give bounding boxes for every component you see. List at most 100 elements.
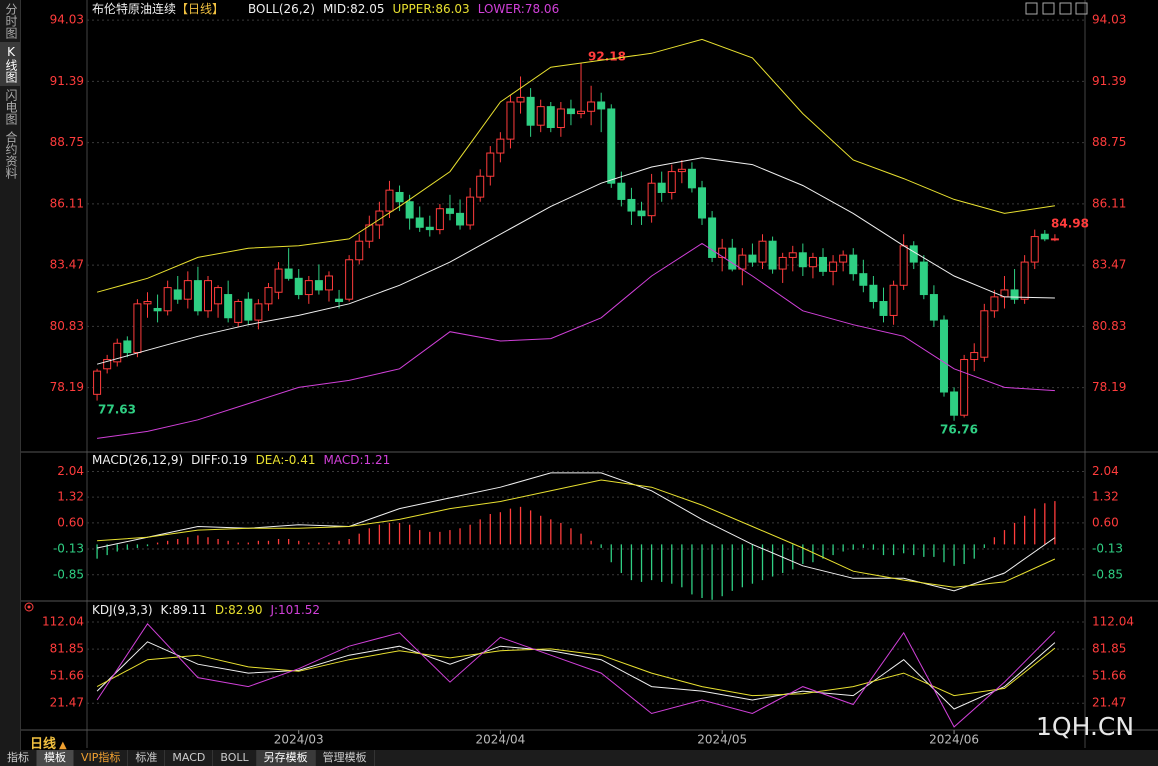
candle-body bbox=[768, 240, 777, 270]
candle-body bbox=[728, 247, 737, 270]
candle-body bbox=[556, 108, 565, 129]
sidebar-tab[interactable]: K线图 bbox=[0, 42, 20, 86]
y-tick-label: 88.75 bbox=[1092, 135, 1126, 149]
candle-body bbox=[597, 101, 606, 110]
candle-body bbox=[647, 182, 656, 217]
y-tick-label: 78.19 bbox=[1092, 380, 1126, 394]
candle-body bbox=[254, 303, 263, 321]
toolbar-tab[interactable]: 管理模板 bbox=[316, 750, 375, 766]
candle-body bbox=[264, 287, 273, 305]
toolbar-tab[interactable]: 标准 bbox=[128, 750, 166, 766]
toolbar-tab[interactable]: 模板 bbox=[37, 750, 74, 766]
candle-body bbox=[677, 168, 686, 173]
y-tick-label: -0.85 bbox=[1092, 567, 1123, 581]
candle-body bbox=[183, 280, 192, 300]
candle-body bbox=[526, 96, 535, 126]
candle-body bbox=[869, 284, 878, 303]
window-controls bbox=[1025, 2, 1088, 15]
y-tick-label: 86.11 bbox=[50, 196, 84, 210]
candle-body bbox=[577, 110, 586, 115]
y-tick-label: 51.66 bbox=[1092, 669, 1126, 683]
candle-body bbox=[496, 138, 505, 154]
candle-body bbox=[1010, 289, 1019, 300]
sidebar-tab[interactable]: 分时图 bbox=[4, 3, 18, 39]
candle-body bbox=[435, 208, 444, 231]
y-tick-label: 1.32 bbox=[1092, 490, 1119, 504]
price-annotation: 92.18 bbox=[588, 50, 626, 64]
control-button[interactable] bbox=[1042, 2, 1055, 15]
price-annotation: 76.76 bbox=[940, 423, 978, 437]
x-tick-label: 2024/06 bbox=[929, 733, 979, 747]
y-tick-label: 80.83 bbox=[50, 319, 84, 333]
candle-body bbox=[859, 273, 868, 286]
period-selector[interactable]: 日线 ▲ bbox=[30, 733, 67, 752]
candle-body bbox=[415, 217, 424, 228]
y-tick-label: 91.39 bbox=[1092, 74, 1126, 88]
y-tick-label: 81.85 bbox=[50, 642, 84, 656]
toolbar-tab[interactable]: 另存模板 bbox=[256, 750, 316, 766]
control-button[interactable] bbox=[1059, 2, 1072, 15]
toolbar-tab[interactable]: 指标 bbox=[0, 750, 37, 766]
sidebar-tab[interactable]: 合约资料 bbox=[4, 131, 18, 179]
candle-body bbox=[617, 182, 626, 200]
candle-body bbox=[355, 240, 364, 261]
candle-body bbox=[405, 201, 414, 219]
candle-body bbox=[829, 261, 838, 272]
indicator-icon[interactable] bbox=[24, 602, 34, 612]
y-tick-label: 51.66 bbox=[50, 669, 84, 683]
candle-body bbox=[960, 359, 969, 416]
y-tick-label: 1.32 bbox=[57, 490, 84, 504]
candle-body bbox=[143, 301, 152, 305]
candle-body bbox=[345, 259, 354, 300]
candle-body bbox=[466, 196, 475, 226]
candle-body bbox=[758, 240, 767, 263]
candle-body bbox=[324, 275, 333, 291]
candle-body bbox=[607, 108, 616, 184]
y-tick-label: -0.85 bbox=[53, 567, 84, 581]
y-tick-label: 86.11 bbox=[1092, 196, 1126, 210]
indicator-line bbox=[96, 641, 1056, 710]
candle-body bbox=[1020, 261, 1029, 300]
candle-body bbox=[445, 208, 454, 214]
y-tick-label: 94.03 bbox=[1092, 13, 1126, 27]
candle-body bbox=[899, 245, 908, 286]
control-button[interactable] bbox=[1025, 2, 1038, 15]
y-tick-label: 80.83 bbox=[1092, 319, 1126, 333]
candle-body bbox=[375, 210, 384, 226]
candle-body bbox=[1040, 233, 1049, 240]
candle-body bbox=[193, 280, 202, 312]
candle-body bbox=[798, 252, 807, 268]
candle-body bbox=[113, 342, 122, 363]
header-item: J:101.52 bbox=[269, 603, 320, 617]
candle-body bbox=[425, 226, 434, 231]
x-tick-label: 2024/05 bbox=[697, 733, 747, 747]
candle-body bbox=[304, 280, 313, 296]
y-tick-label: 94.03 bbox=[50, 13, 84, 27]
indicator-line bbox=[96, 622, 1056, 728]
candle-body bbox=[365, 224, 374, 242]
y-tick-label: 112.04 bbox=[42, 614, 84, 628]
candle-body bbox=[1030, 236, 1039, 263]
candle-body bbox=[123, 340, 132, 354]
header-item: 布伦特原油连续 bbox=[92, 1, 176, 16]
toolbar-tab[interactable]: MACD bbox=[165, 750, 214, 766]
header-item: UPPER:86.03 bbox=[392, 2, 469, 16]
indicator-line bbox=[97, 479, 1056, 588]
candle-body bbox=[687, 168, 696, 189]
candle-body bbox=[718, 247, 727, 258]
candle-body bbox=[657, 182, 666, 193]
candle-body bbox=[708, 217, 717, 258]
candle-body bbox=[244, 298, 253, 321]
control-button[interactable] bbox=[1075, 2, 1088, 15]
panel-header: MACD(26,12,9) DIFF:0.19 DEA:-0.41 MACD:1.21 bbox=[92, 453, 390, 467]
sidebar-tab[interactable]: 闪电图 bbox=[4, 89, 18, 125]
toolbar-tab[interactable]: BOLL bbox=[213, 750, 257, 766]
y-tick-label: 2.04 bbox=[57, 464, 84, 478]
candle-body bbox=[486, 152, 495, 177]
indicator-line bbox=[96, 157, 1055, 365]
indicator-line bbox=[96, 647, 1056, 697]
header-item: MID:82.05 bbox=[323, 2, 385, 16]
toolbar-tab[interactable]: VIP指标 bbox=[74, 750, 129, 766]
y-tick-label: 83.47 bbox=[1092, 258, 1126, 272]
